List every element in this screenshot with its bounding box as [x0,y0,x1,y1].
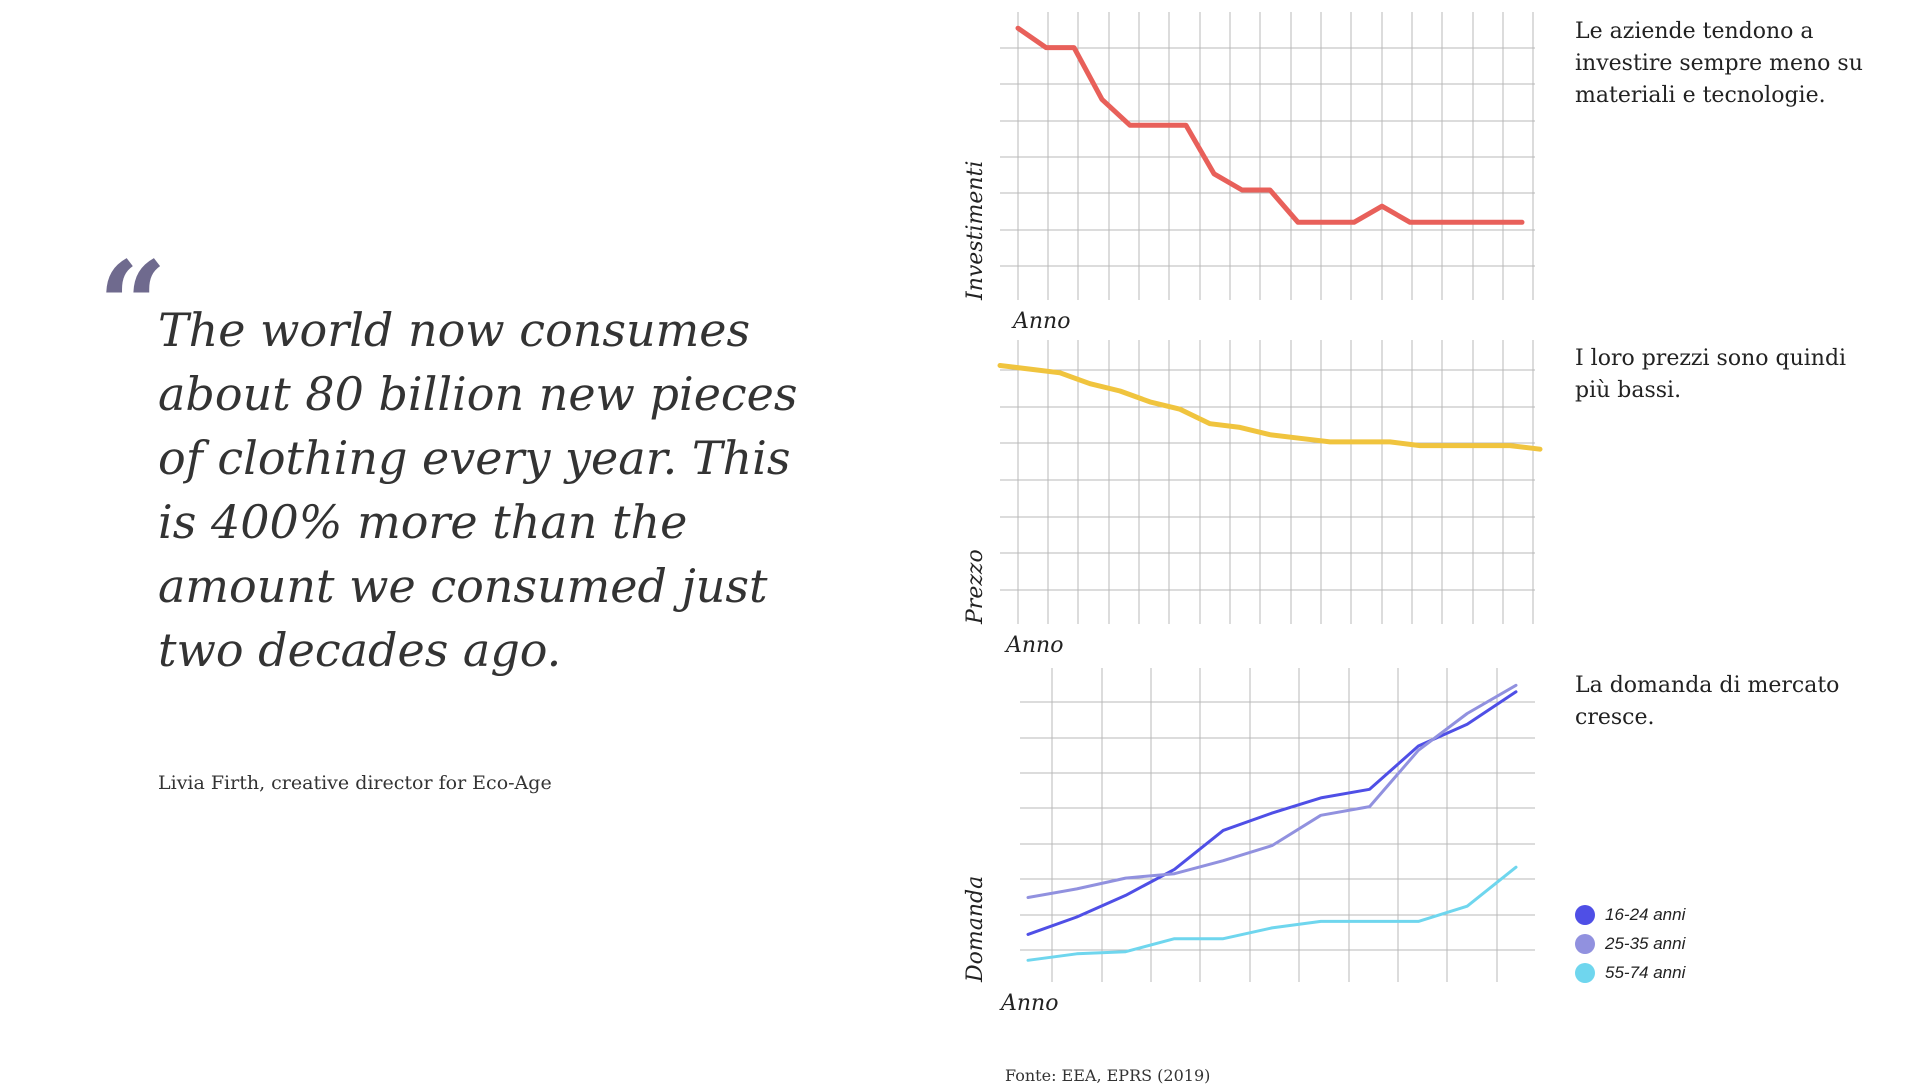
series-line [1026,865,1518,962]
caption-domanda: La domanda di mercato cresce. [1575,673,1840,730]
legend-label: 25-35 anni [1605,933,1686,953]
legend-item: 55-74 anni [1575,958,1685,987]
series-line [1026,690,1518,936]
quote-mark-icon: “ [98,235,168,376]
x-axis-label: Anno [999,991,1058,1016]
legend-dot-icon [1575,933,1595,954]
quote-text: The world now consumes about 80 billion … [158,303,798,677]
legend-label: 55-74 anni [1605,962,1686,982]
caption-prezzo: I loro prezzi sono quindi più bassi. [1575,346,1847,403]
y-axis-label: Domanda [963,876,988,983]
series-line [1015,25,1525,225]
legend-dot-icon [1575,962,1595,983]
series-line [1026,683,1518,899]
chart-panel: Prezzo Anno [963,340,1543,658]
y-axis-label: Investimenti [963,161,988,301]
legend-dot-icon [1575,904,1595,925]
legend: 16-24 anni 25-35 anni 55-74 anni [1575,900,1685,987]
chart-panel: Domanda Anno [963,668,1535,1016]
caption-investimenti: Le aziende tendono a investire sempre me… [1575,19,1863,108]
quote-author: Livia Firth, creative director for Eco-A… [158,772,552,794]
legend-item: 25-35 anni [1575,929,1685,958]
series-line [997,363,1543,452]
x-axis-label: Anno [1011,309,1070,334]
legend-label: 16-24 anni [1605,904,1686,924]
source-note: Fonte: EEA, EPRS (2019) [1005,1066,1211,1085]
x-axis-label: Anno [1004,633,1063,658]
legend-item: 16-24 anni [1575,900,1685,929]
chart-panel: Investimenti Anno [963,12,1535,334]
y-axis-label: Prezzo [963,549,988,625]
